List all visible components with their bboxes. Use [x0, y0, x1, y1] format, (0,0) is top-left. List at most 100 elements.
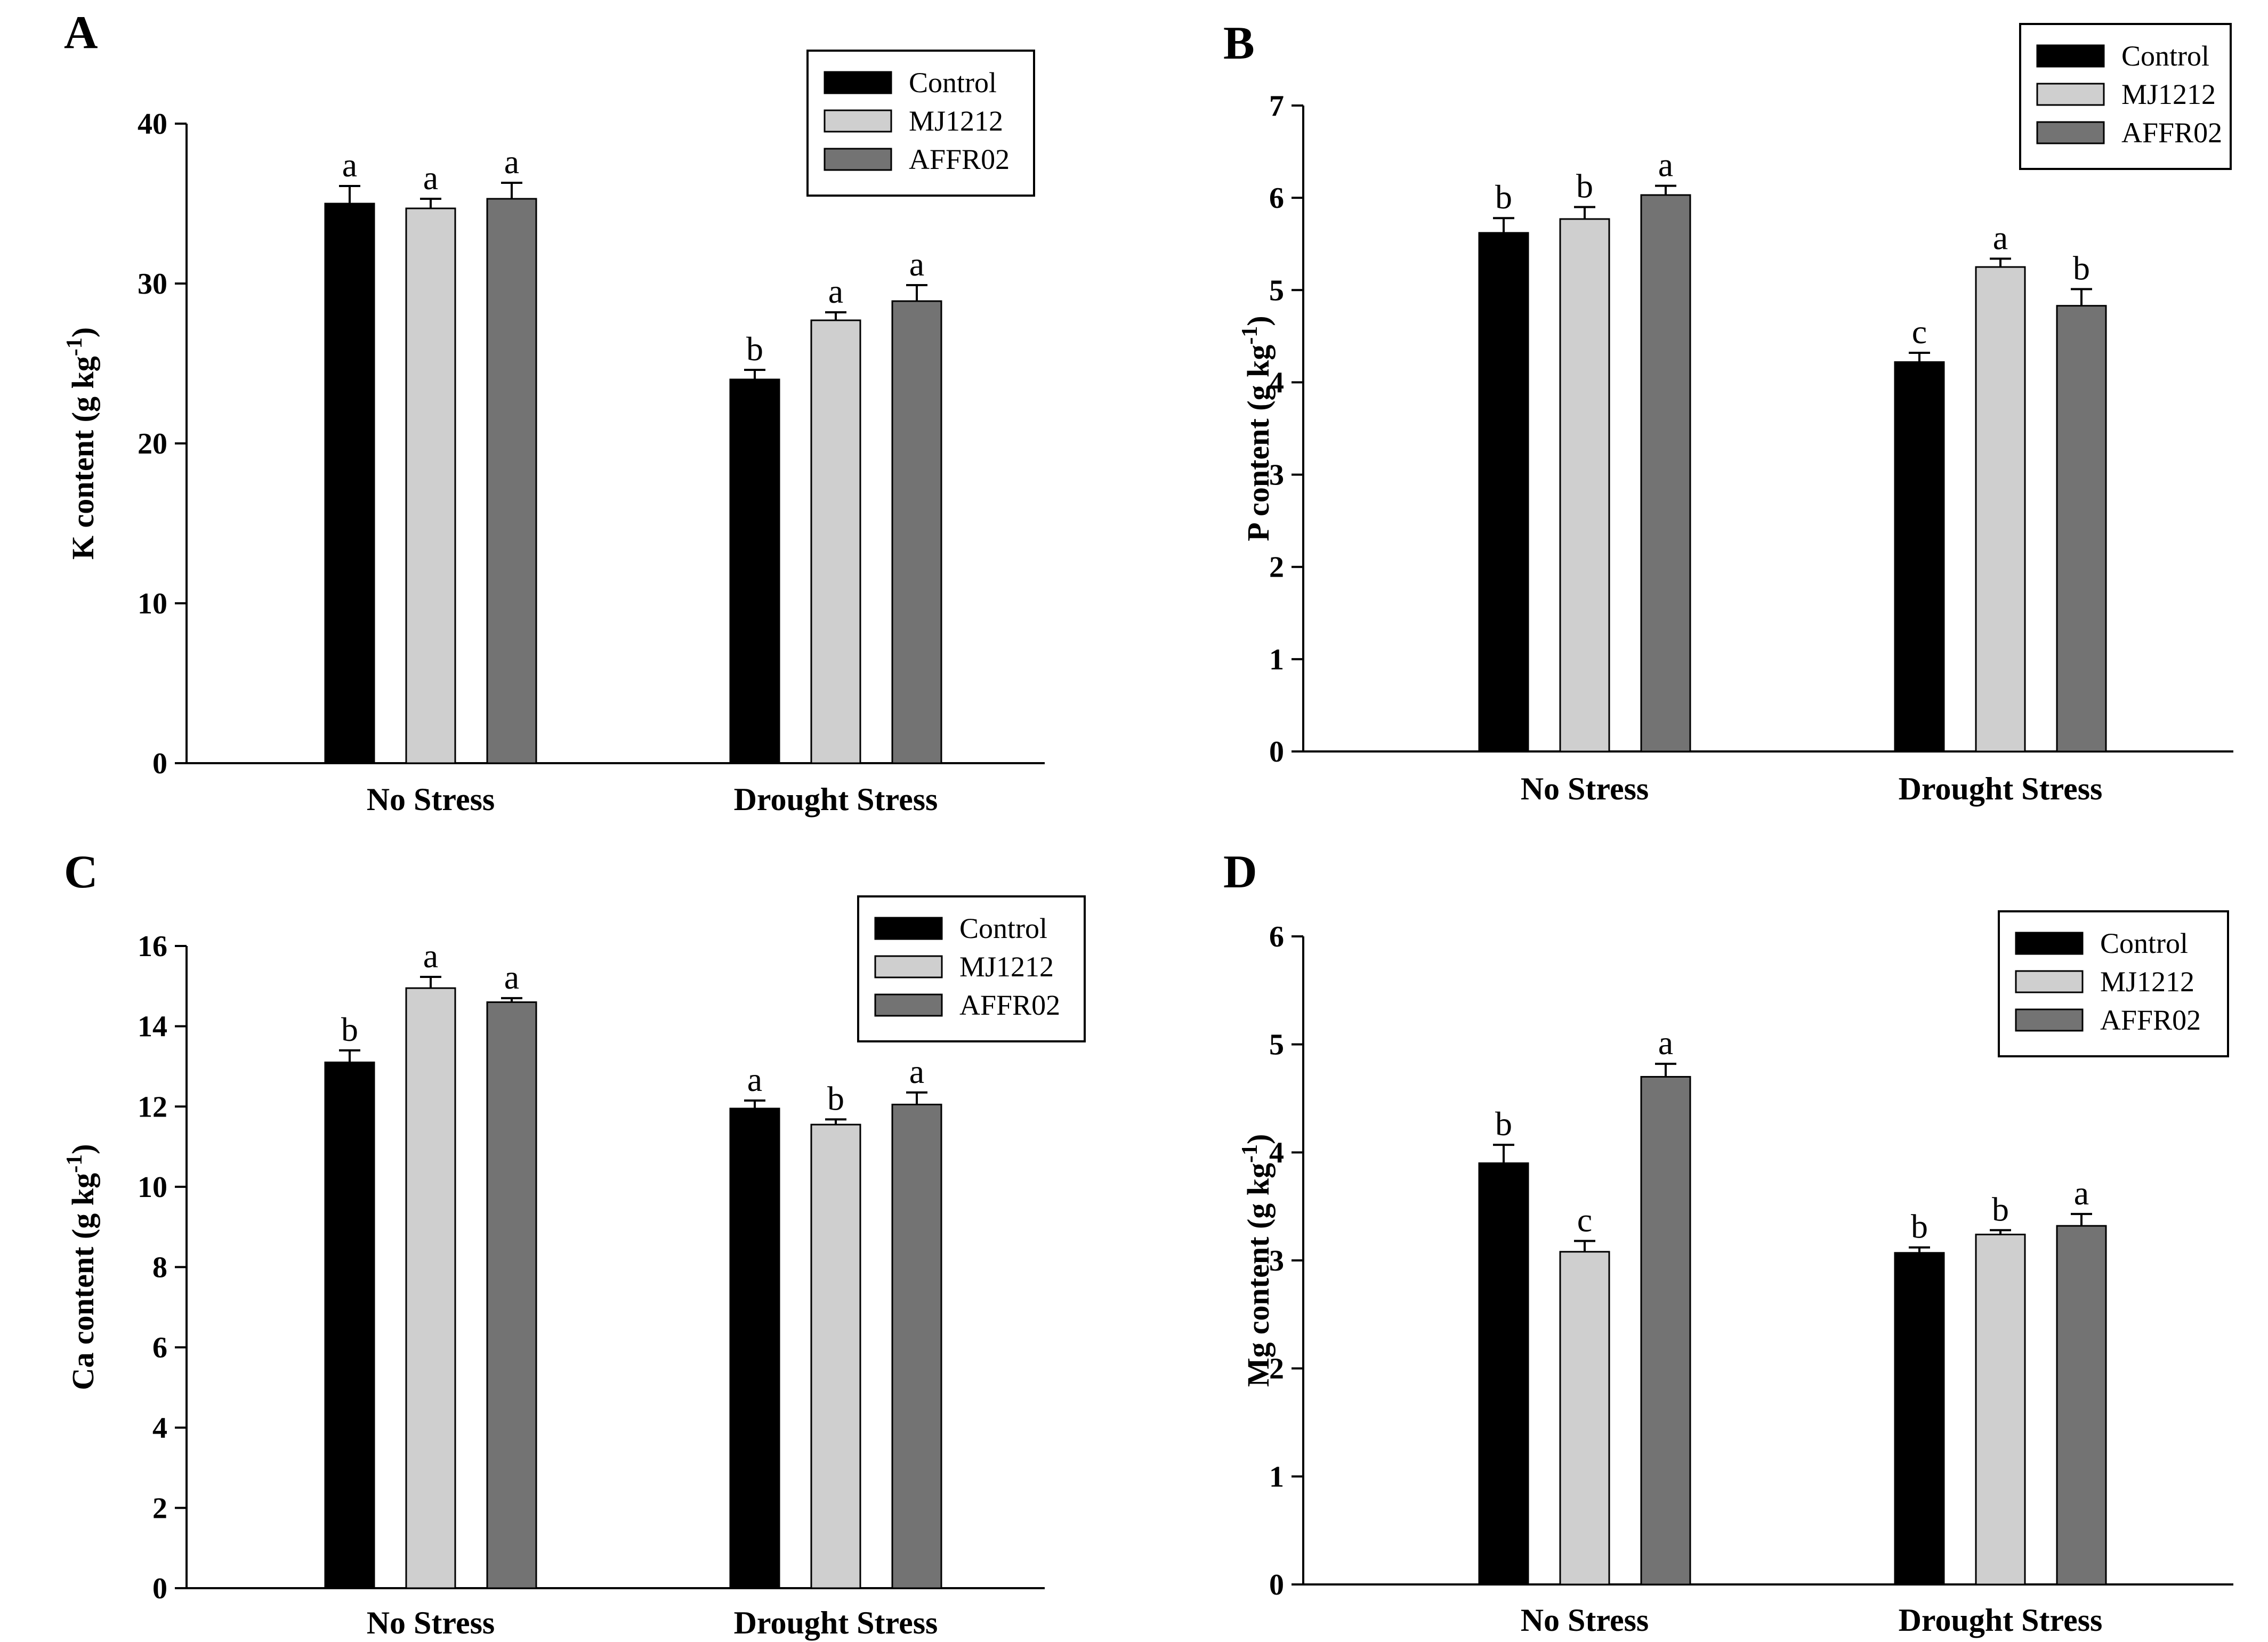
- x-category-label: Drought Stress: [1899, 771, 2103, 806]
- y-tick-label: 0: [152, 747, 167, 780]
- legend-label: Control: [2100, 927, 2188, 959]
- significance-letter: c: [1912, 313, 1927, 351]
- y-axis-label: P content (g kg-1): [1238, 316, 1276, 541]
- bar-affr02-no-stress: [486, 1001, 537, 1589]
- legend-swatch-mj1212: [824, 109, 892, 133]
- y-tick-label: 1: [1269, 1460, 1284, 1493]
- legend-label: AFFR02: [909, 143, 1010, 175]
- significance-letter: b: [827, 1079, 844, 1117]
- y-tick-label: 12: [138, 1090, 167, 1123]
- legend-swatch-affr02: [874, 993, 943, 1017]
- significance-letter: a: [504, 143, 519, 181]
- legend-swatch-control: [2036, 44, 2105, 68]
- y-tick-label: 1: [1269, 643, 1284, 676]
- legend: Control MJ1212 AFFR02: [806, 50, 1035, 197]
- y-tick-label: 6: [1269, 182, 1284, 215]
- y-tick-label: 14: [138, 1010, 167, 1044]
- legend-label: MJ1212: [959, 951, 1054, 983]
- y-tick-label: 2: [1269, 551, 1284, 584]
- panel-letter: B: [1223, 18, 1255, 69]
- y-tick-label: 6: [1269, 920, 1284, 953]
- bar-affr02-drought-stress: [2056, 305, 2107, 753]
- significance-letter: b: [1495, 1105, 1512, 1143]
- y-tick-label: 4: [152, 1412, 167, 1445]
- panel-letter: C: [64, 846, 98, 898]
- bar-affr02-drought-stress: [891, 300, 942, 764]
- legend-label: AFFR02: [2121, 117, 2222, 149]
- significance-letter: a: [1993, 219, 2008, 256]
- bar-control-drought-stress: [729, 378, 780, 764]
- y-tick-label: 6: [152, 1331, 167, 1364]
- x-category-label: No Stress: [1521, 771, 1649, 806]
- legend-label: MJ1212: [909, 105, 1003, 137]
- significance-letter: a: [1658, 1024, 1673, 1062]
- y-tick-label: 2: [152, 1492, 167, 1525]
- y-tick-label: 4: [1269, 1136, 1284, 1169]
- bar-mj1212-no-stress: [1559, 218, 1610, 753]
- bar-mj1212-drought-stress: [1975, 266, 2026, 753]
- significance-letter: a: [909, 1053, 924, 1090]
- legend-swatch-affr02: [2015, 1008, 2084, 1032]
- bar-affr02-no-stress: [1640, 1075, 1691, 1586]
- legend-swatch-affr02: [824, 148, 892, 171]
- bar-mj1212-drought-stress: [810, 319, 861, 764]
- legend-swatch-control: [824, 71, 892, 94]
- bar-control-no-stress: [324, 1061, 375, 1589]
- legend-label: Control: [959, 912, 1047, 944]
- y-tick-label: 0: [152, 1572, 167, 1605]
- panel-letter: D: [1223, 846, 1257, 898]
- significance-letter: a: [1658, 146, 1673, 184]
- y-axis-label: Mg content (g kg-1): [1238, 1134, 1276, 1387]
- bar-control-no-stress: [324, 203, 375, 764]
- y-axis-label: K content (g kg-1): [62, 327, 100, 560]
- bar-control-drought-stress: [729, 1107, 780, 1589]
- bar-affr02-no-stress: [1640, 194, 1691, 753]
- legend-swatch-control: [874, 917, 943, 940]
- bar-affr02-drought-stress: [891, 1103, 942, 1589]
- significance-letter: a: [504, 958, 519, 996]
- significance-letter: b: [1495, 178, 1512, 216]
- y-tick-label: 16: [138, 930, 167, 963]
- x-category-label: Drought Stress: [734, 782, 938, 817]
- y-tick-label: 10: [138, 1171, 167, 1204]
- y-tick-label: 3: [1269, 459, 1284, 492]
- significance-letter: b: [1911, 1208, 1928, 1245]
- bar-control-drought-stress: [1894, 1252, 1945, 1586]
- x-category-label: No Stress: [1521, 1603, 1649, 1638]
- x-category-label: Drought Stress: [734, 1605, 938, 1640]
- legend-label: AFFR02: [959, 989, 1060, 1021]
- panel-b: B 0 1 2 3 4 5 6 7 P content (g kg-1) b b a No Stress c…: [1223, 18, 2233, 806]
- bar-affr02-drought-stress: [2056, 1225, 2107, 1586]
- bar-control-drought-stress: [1894, 361, 1945, 753]
- x-category-label: No Stress: [367, 782, 495, 817]
- significance-letter: b: [2073, 249, 2090, 287]
- legend-label: Control: [909, 67, 997, 99]
- bar-affr02-no-stress: [486, 198, 537, 764]
- significance-letter: a: [2074, 1174, 2089, 1212]
- y-tick-label: 5: [1269, 1029, 1284, 1062]
- bar-control-no-stress: [1478, 1162, 1529, 1586]
- y-tick-label: 20: [138, 427, 167, 460]
- legend: Control MJ1212 AFFR02: [857, 895, 1086, 1042]
- significance-letter: a: [828, 272, 843, 310]
- bar-mj1212-no-stress: [1559, 1251, 1610, 1586]
- y-tick-label: 7: [1269, 90, 1284, 123]
- y-tick-label: 8: [152, 1251, 167, 1284]
- y-tick-label: 0: [1269, 1568, 1284, 1601]
- legend-swatch-control: [2015, 932, 2084, 955]
- legend: Control MJ1212 AFFR02: [1998, 910, 2229, 1057]
- y-tick-label: 4: [1269, 366, 1284, 399]
- significance-letter: b: [1992, 1190, 2009, 1228]
- legend: Control MJ1212 AFFR02: [2019, 23, 2232, 170]
- panel-d: D 0 1 2 3 4 5 6 Mg content (g kg-1) b c a No Stress b…: [1223, 846, 2233, 1638]
- panel-c: C 0 2 4 6 8 10 12 14 16 Ca content (g kg-1) b a a No S…: [62, 846, 1086, 1640]
- y-tick-label: 5: [1269, 274, 1284, 307]
- significance-letter: b: [1576, 167, 1593, 205]
- bar-mj1212-drought-stress: [810, 1123, 861, 1589]
- y-tick-label: 40: [138, 108, 167, 141]
- legend-label: AFFR02: [2100, 1004, 2201, 1036]
- panel-a: A 0 10 20 30 40 K content (g kg-1) a a a No Stress…: [62, 7, 1045, 817]
- legend-swatch-affr02: [2036, 121, 2105, 144]
- legend-swatch-mj1212: [874, 955, 943, 978]
